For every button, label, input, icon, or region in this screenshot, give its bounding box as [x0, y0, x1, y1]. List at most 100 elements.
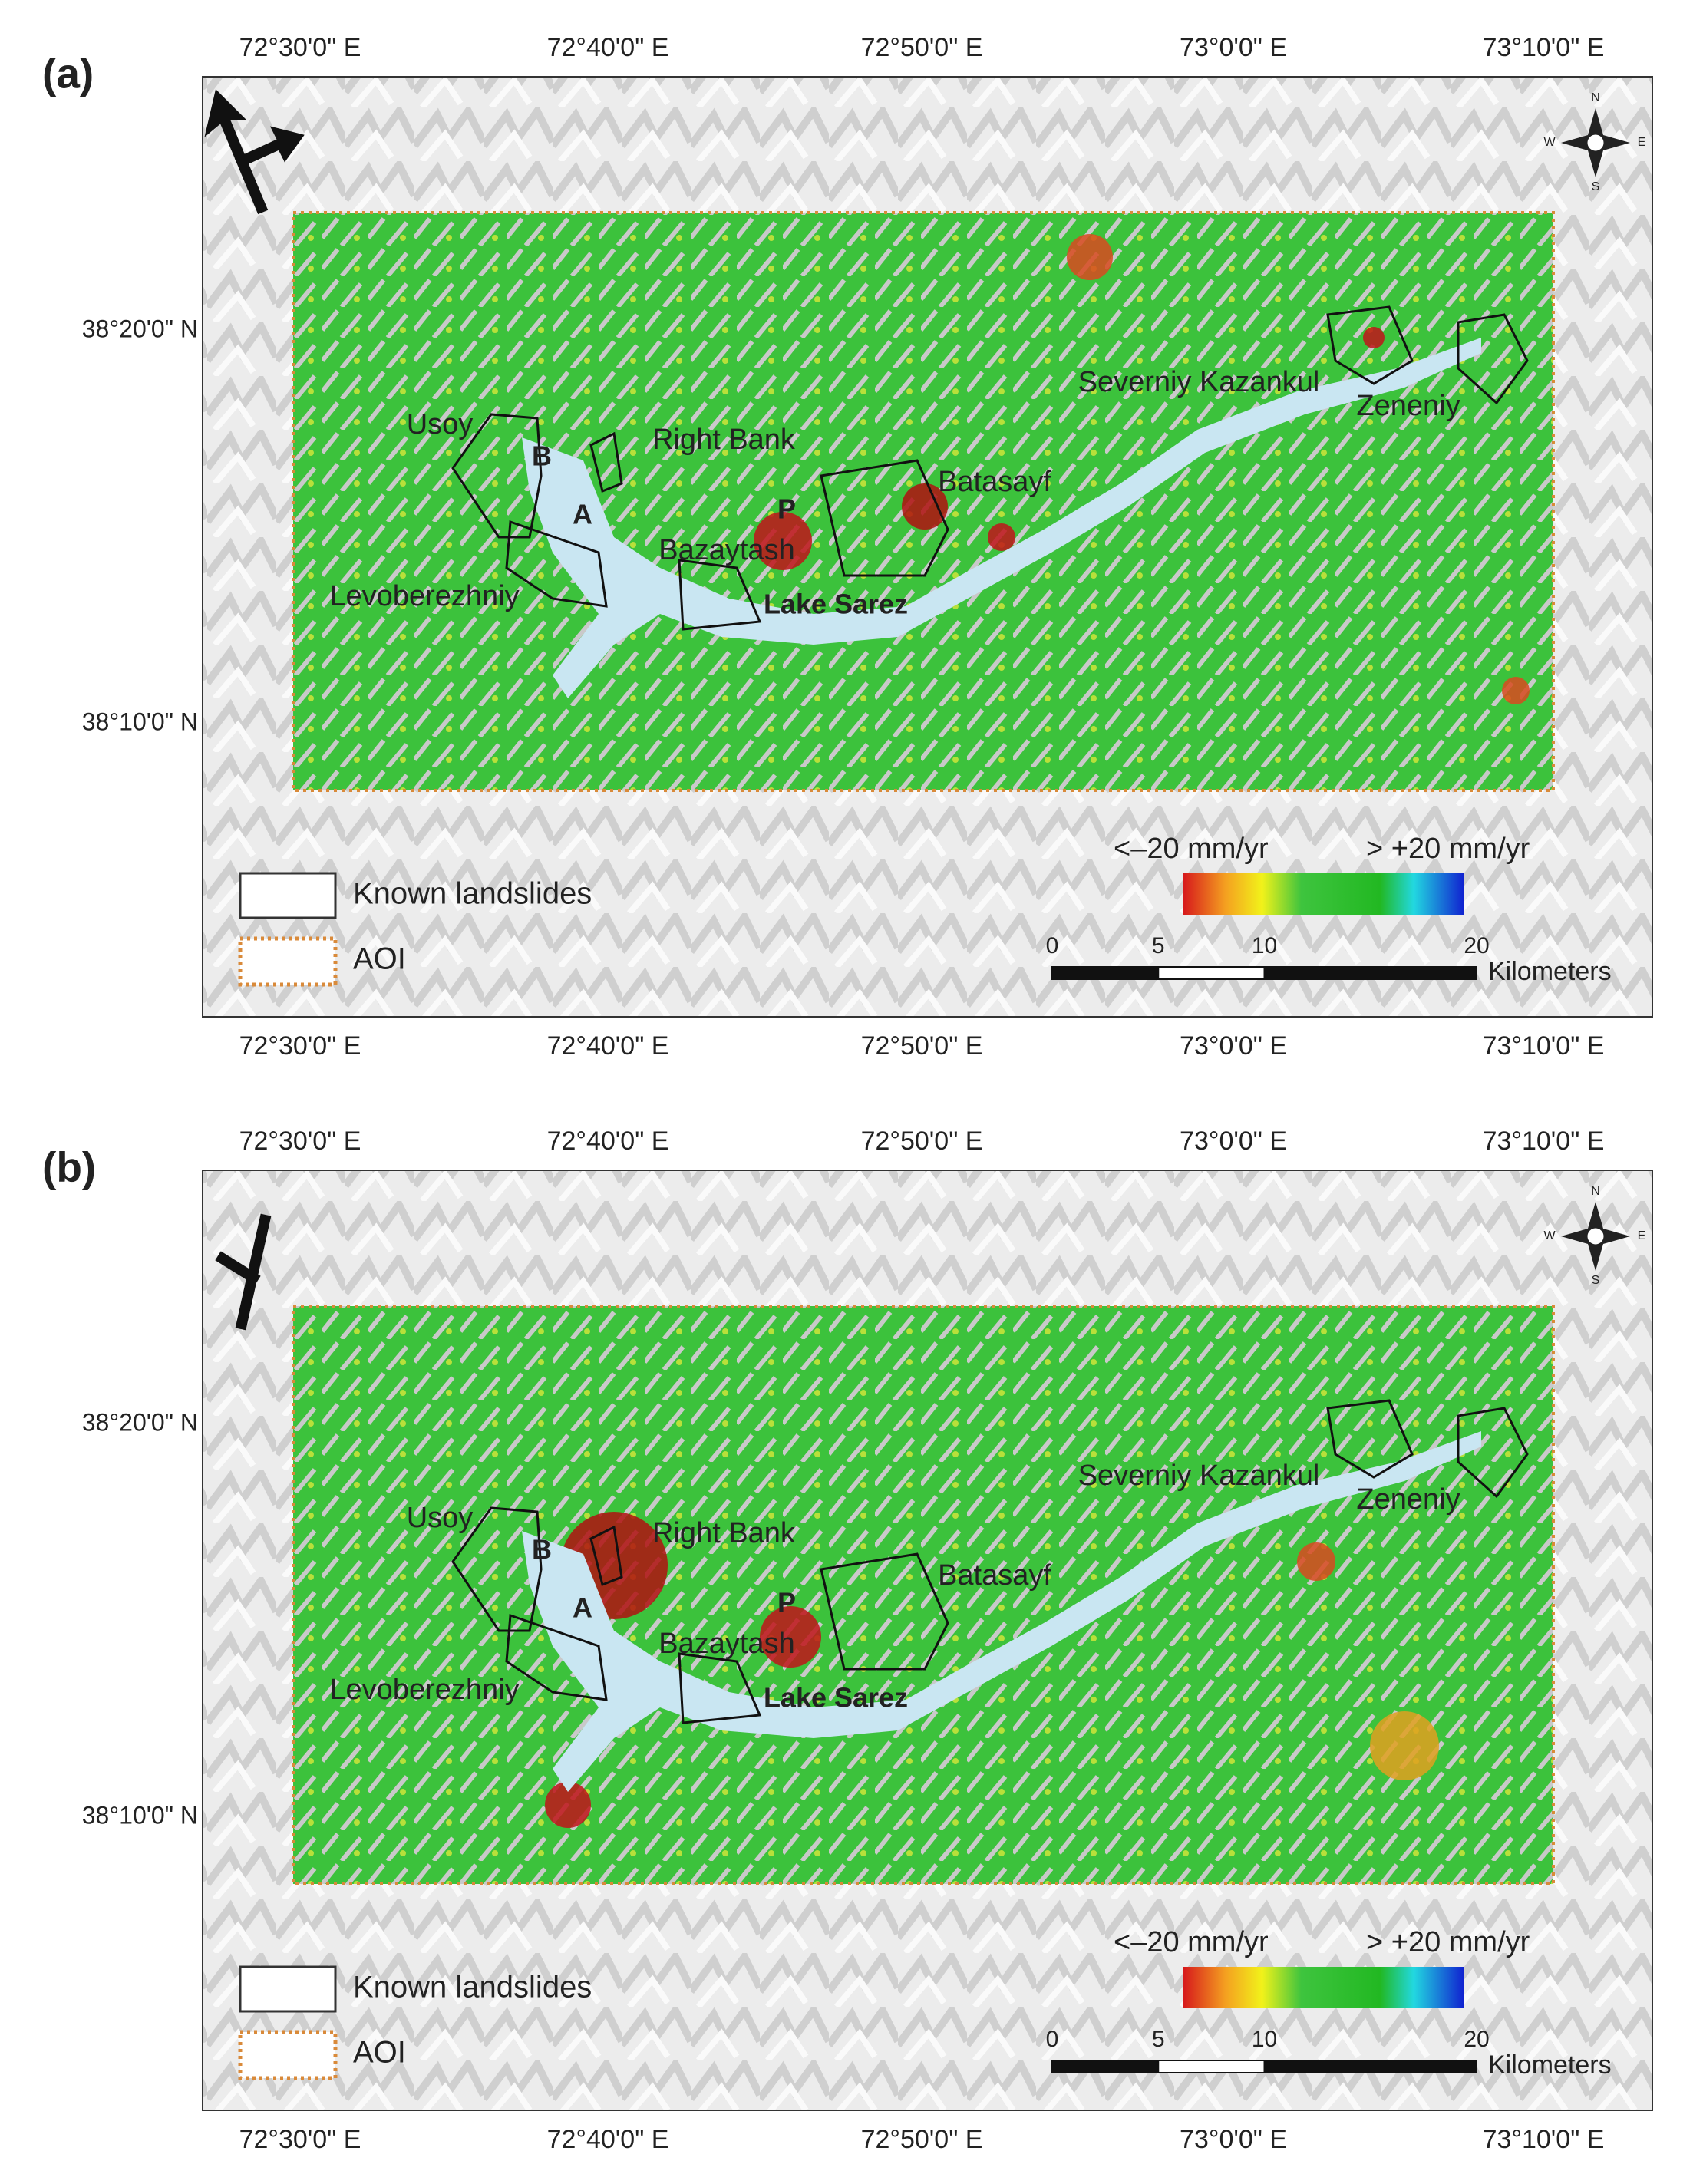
scale-tick-label: 20	[1464, 2027, 1489, 2052]
scale-tick-label: 5	[1152, 933, 1165, 958]
panel-label: (b)	[42, 1143, 96, 1191]
longitude-label: 73°0'0" E	[1180, 2125, 1287, 2154]
place-label: Levoberezhniy	[329, 1674, 519, 1706]
scale-tick-label: 0	[1046, 2027, 1059, 2052]
place-label: Lake Sarez	[764, 1682, 908, 1714]
colorbar-label: > +20 mm/yr	[1366, 833, 1530, 865]
place-label: Right Bank	[652, 1517, 796, 1549]
longitude-label: 72°40'0" E	[547, 33, 669, 62]
compass-letter: W	[1543, 136, 1556, 149]
scale-tick-label: 10	[1252, 2027, 1277, 2052]
place-label: Severniy Kazankul	[1078, 366, 1320, 398]
deformation-hotspot	[1370, 1711, 1439, 1780]
colorbar-label: <–20 mm/yr	[1114, 833, 1269, 865]
longitude-label: 73°10'0" E	[1483, 1031, 1605, 1061]
legend-landslide-symbol	[239, 872, 337, 919]
longitude-label: 73°0'0" E	[1180, 1031, 1287, 1061]
legend-label: Known landslides	[353, 1971, 592, 2004]
scale-segment	[1051, 966, 1160, 980]
landslide-outline	[1326, 305, 1414, 385]
longitude-label: 73°0'0" E	[1180, 33, 1287, 62]
place-label: Zeneniy	[1356, 390, 1460, 422]
longitude-label: 73°10'0" E	[1483, 33, 1605, 62]
landslide-outline	[589, 1525, 623, 1587]
landslide-outline	[589, 431, 623, 493]
look-direction-arrow	[204, 89, 305, 215]
landslide-outline	[1457, 1407, 1529, 1499]
longitude-label: 72°40'0" E	[547, 2125, 669, 2154]
place-label: Lake Sarez	[764, 589, 908, 620]
compass-letter: N	[1591, 1185, 1600, 1198]
longitude-label: 73°10'0" E	[1483, 2125, 1605, 2154]
landslide-outline	[820, 459, 949, 577]
latitude-label: 38°10'0" N	[82, 708, 198, 735]
longitude-label: 72°50'0" E	[861, 2125, 983, 2154]
place-label: P	[777, 1587, 796, 1618]
compass-letter: S	[1592, 180, 1600, 193]
legend-aoi-symbol	[238, 2030, 338, 2080]
landslide-outline	[451, 1506, 543, 1632]
compass-letter: E	[1638, 136, 1646, 149]
legend-label: Known landslides	[353, 877, 592, 911]
landslide-outline	[505, 520, 608, 608]
longitude-label: 72°50'0" E	[861, 1031, 983, 1061]
place-label: Usoy	[407, 1502, 474, 1534]
legend-aoi-symbol	[238, 936, 338, 987]
deformation-hotspot	[1297, 1542, 1335, 1581]
longitude-label: 72°40'0" E	[547, 1127, 669, 1156]
place-label: Usoy	[407, 408, 474, 440]
place-label: A	[573, 1592, 592, 1624]
deformation-hotspot	[1502, 677, 1530, 704]
place-label: B	[532, 1534, 552, 1565]
deformation-hotspot	[902, 483, 948, 530]
compass-center	[1585, 132, 1606, 153]
legend-label: AOI	[353, 942, 406, 976]
deformation-hotspot	[988, 523, 1015, 551]
legend-landslide-symbol	[239, 1965, 337, 2013]
longitude-label: 72°40'0" E	[547, 1031, 669, 1061]
place-label: Levoberezhniy	[329, 580, 519, 612]
compass-letter: W	[1543, 1229, 1556, 1242]
map-panel: (a) 72°30'0" E 72°30'0" E 72°40'0" E 72°40'0…	[42, 33, 1653, 1061]
lake	[522, 1431, 1481, 1792]
landslide-outline	[1326, 1399, 1414, 1479]
place-label: B	[532, 440, 552, 472]
latitude-label: 38°20'0" N	[82, 1408, 198, 1436]
scale-segment	[1263, 2060, 1477, 2073]
scale-segment	[1051, 2060, 1160, 2073]
deformation-hotspot	[760, 1606, 821, 1668]
deformation-area	[293, 1306, 1553, 1884]
latitude-label: 38°10'0" N	[82, 1801, 198, 1829]
longitude-label: 73°0'0" E	[1180, 1127, 1287, 1156]
deformation-hotspot	[1067, 234, 1113, 280]
landslide-outline	[505, 1613, 608, 1701]
scale-segment	[1263, 966, 1477, 980]
place-label: A	[573, 499, 592, 530]
aoi-boundary	[292, 211, 1555, 792]
scale-tick-label: 20	[1464, 933, 1489, 958]
longitude-label: 72°50'0" E	[861, 33, 983, 62]
scale-tick-label: 0	[1046, 933, 1059, 958]
compass-letter: S	[1592, 1274, 1600, 1287]
place-label: Batasayf	[938, 1559, 1051, 1592]
scale-tick-label: 5	[1152, 2027, 1165, 2052]
aoi-boundary	[292, 1305, 1555, 1885]
longitude-label: 72°30'0" E	[239, 1031, 361, 1061]
place-label: Bazaytash	[658, 534, 794, 566]
latitude-label: 38°20'0" N	[82, 315, 198, 342]
compass-center	[1585, 1226, 1606, 1247]
landslide-outline	[451, 413, 543, 539]
map-panel: (b) 72°30'0" E 72°30'0" E 72°40'0" E 72°40'0…	[42, 1127, 1653, 2154]
scale-unit: Kilometers	[1488, 957, 1612, 986]
deformation-hotspot	[545, 1782, 591, 1828]
colorbar	[1183, 1967, 1464, 2008]
colorbar-label: <–20 mm/yr	[1114, 1926, 1269, 1958]
look-direction-arrow	[215, 1213, 272, 1331]
colorbar-label: > +20 mm/yr	[1366, 1926, 1530, 1958]
deformation-hotspot	[754, 512, 812, 570]
longitude-label: 72°30'0" E	[239, 33, 361, 62]
longitude-label: 73°10'0" E	[1483, 1127, 1605, 1156]
place-label: Bazaytash	[658, 1628, 794, 1660]
longitude-label: 72°30'0" E	[239, 2125, 361, 2154]
